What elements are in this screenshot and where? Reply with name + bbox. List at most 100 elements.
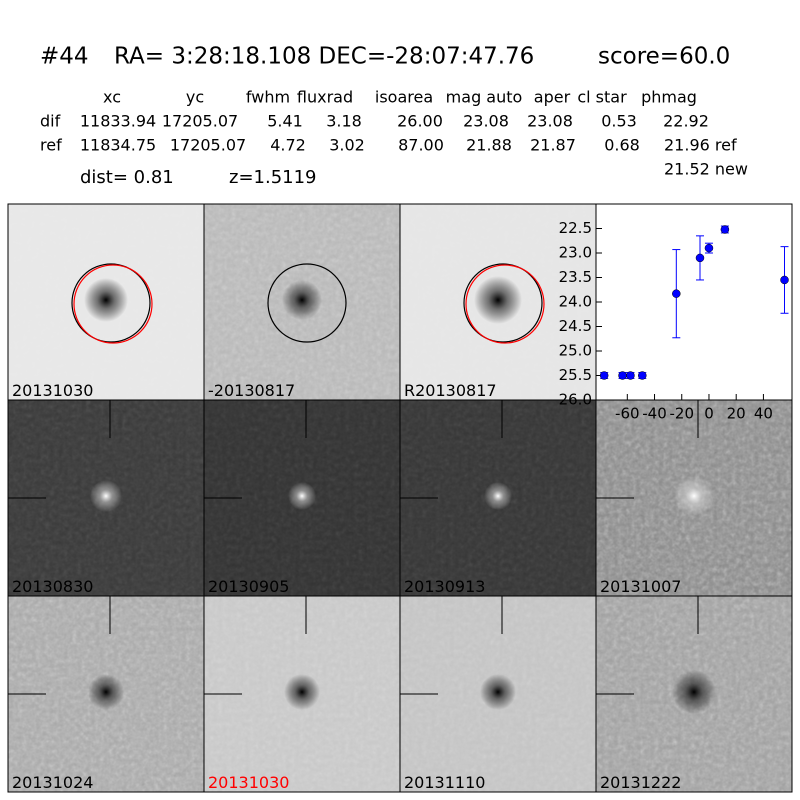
- plot-frame: [595, 203, 793, 401]
- aperture: [463, 263, 543, 343]
- panel-label: 20131222: [600, 773, 681, 792]
- column-header: phmag: [641, 88, 697, 107]
- cutout-panel: 20130905: [203, 399, 401, 597]
- cutout-panel: 20131024: [7, 595, 205, 793]
- cutout-panel: 20131222: [595, 595, 793, 793]
- x-tick-label: -60: [615, 405, 640, 423]
- aperture: [71, 263, 151, 343]
- column-header: fwhm: [246, 88, 290, 107]
- source: [84, 278, 128, 322]
- cell: 3.02: [329, 136, 365, 155]
- y-tick-label: 23.5: [559, 268, 592, 286]
- cell: 87.00: [398, 136, 444, 155]
- distance: dist= 0.81: [80, 167, 174, 188]
- phmag-new: 21.52 new: [664, 160, 748, 179]
- panel-label: 20131007: [600, 577, 681, 596]
- cutout-panel: -20130817: [203, 203, 401, 401]
- y-tick-label: 24.5: [559, 317, 592, 335]
- cell: 0.68: [604, 136, 640, 155]
- coordinates: RA= 3:28:18.108 DEC=-28:07:47.76: [114, 44, 534, 70]
- column-header: fluxrad: [297, 88, 353, 107]
- score: score=60.0: [598, 44, 730, 70]
- row-label: ref: [40, 136, 62, 155]
- y-tick-label: 24.0: [559, 293, 592, 311]
- cell: 21.96 ref: [664, 136, 737, 155]
- cell: 11834.75: [80, 136, 156, 155]
- cell: 26.00: [397, 112, 443, 131]
- source: [674, 476, 714, 516]
- cell: 5.41: [267, 112, 303, 131]
- source: [672, 670, 716, 714]
- x-tick-label: -20: [670, 405, 695, 423]
- data-point: [780, 275, 789, 285]
- source: [484, 482, 512, 510]
- cutout-panel: 20130913: [399, 399, 597, 597]
- cell: 0.53: [601, 112, 637, 131]
- aperture: [73, 264, 153, 344]
- panel-label: 20131030: [12, 381, 93, 400]
- x-tick-label: 40: [754, 405, 773, 423]
- panel-label: 20130830: [12, 577, 93, 596]
- data-point: [618, 371, 627, 380]
- cell: 4.72: [270, 136, 306, 155]
- column-header: yc: [186, 88, 204, 107]
- panel-label: 20131024: [12, 773, 93, 792]
- redshift: z=1.5119: [229, 167, 317, 188]
- cutout-panel: 20131030: [7, 203, 205, 401]
- source: [474, 276, 522, 324]
- x-tick-label: -40: [642, 405, 667, 423]
- data-point: [672, 289, 681, 298]
- cell: 3.18: [326, 112, 362, 131]
- column-header: aper: [534, 88, 571, 107]
- column-header: mag auto: [446, 88, 523, 107]
- data-point: [695, 253, 705, 263]
- object-id: #44: [40, 44, 89, 70]
- panel-label: R20130817: [404, 381, 497, 400]
- cutout-panel: R20130817: [399, 203, 597, 401]
- panels: 20131030 -20130817 R20130817 20130830 201309…: [7, 203, 793, 793]
- panel-label: 20130913: [404, 577, 485, 596]
- data-point: [599, 371, 609, 380]
- cell: 23.08: [527, 112, 573, 131]
- cell: 23.08: [463, 112, 509, 131]
- source: [90, 480, 122, 512]
- panel-frame: [595, 595, 793, 793]
- plot-area: [596, 204, 792, 400]
- panel-label: 20131110: [404, 773, 485, 792]
- panel-label: 20130905: [208, 577, 289, 596]
- cell: 22.92: [663, 112, 709, 131]
- column-header: isoarea: [375, 88, 433, 107]
- y-tick-label: 22.5: [559, 219, 592, 237]
- row-label: dif: [40, 112, 61, 131]
- data-point: [626, 371, 635, 380]
- column-header: cl star: [577, 88, 627, 107]
- cell: 17205.07: [162, 112, 238, 131]
- y-tick-label: 26.0: [559, 391, 592, 409]
- y-tick-label: 23.0: [559, 244, 592, 262]
- data-point: [638, 371, 647, 380]
- panel-label: 20131030: [208, 773, 289, 792]
- cutout-panel: 20131110: [399, 595, 597, 793]
- cell: 11833.94: [80, 112, 156, 131]
- x-tick-label: 20: [727, 405, 746, 423]
- column-header: xc: [103, 88, 121, 107]
- y-tick-label: 25.0: [559, 342, 592, 360]
- aperture: [465, 264, 545, 344]
- cell: 17205.07: [170, 136, 246, 155]
- cutout-panel: 20131007: [595, 399, 793, 597]
- x-tick-label: 0: [704, 405, 714, 423]
- source: [284, 674, 320, 710]
- panel-label: -20130817: [208, 381, 295, 400]
- data-point: [704, 243, 714, 253]
- data-point: [720, 225, 730, 234]
- cutout-panel: 20131030: [203, 595, 401, 793]
- cutout-panel: 20130830: [7, 399, 205, 597]
- cell: 21.87: [530, 136, 576, 155]
- y-tick-label: 25.5: [559, 366, 592, 384]
- source: [288, 482, 316, 510]
- aperture: [267, 263, 347, 343]
- cell: 21.88: [466, 136, 512, 155]
- source: [88, 674, 124, 710]
